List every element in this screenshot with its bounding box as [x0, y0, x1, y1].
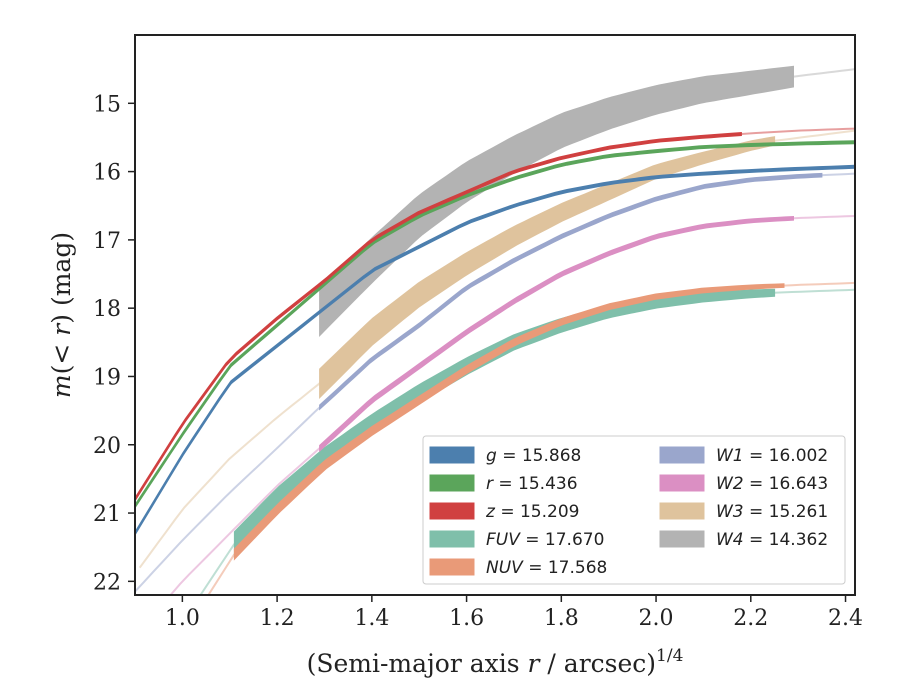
series-w2-band [319, 215, 794, 453]
legend-swatch-z [429, 502, 475, 520]
y-axis-label: m(< r) (mag) [47, 232, 76, 398]
plot-frame [134, 34, 856, 596]
legend-swatch-r [429, 474, 475, 492]
legend-swatch-nuv [429, 558, 475, 576]
x-axis-label: (Semi-major axis r / arcsec)1/4 [307, 646, 684, 678]
legend-swatch-w4 [659, 530, 705, 548]
legend-label-w3: W3 = 15.261 [716, 502, 828, 522]
legend-frame [422, 435, 846, 585]
y-tick-label: 22 [93, 570, 121, 595]
legend-label-r: r = 15.436 [486, 474, 578, 494]
legend-label-nuv: NUV = 17.568 [486, 558, 607, 578]
y-tick-label: 20 [93, 434, 121, 459]
legend-label-w2: W2 = 16.643 [716, 474, 828, 494]
legend-swatch-g [429, 446, 475, 464]
y-tick-label: 21 [93, 502, 121, 527]
legend-label-w1: W1 = 16.002 [716, 446, 828, 466]
y-tick-label: 18 [93, 297, 121, 322]
legend: g = 15.868 r = 15.436 z = 15.209 FUV = 17.6… [422, 435, 846, 585]
series-g-band [135, 164, 855, 537]
y-tick-label: 16 [93, 161, 121, 186]
series-w1-band [319, 172, 823, 411]
legend-swatch-w2 [659, 474, 705, 492]
x-tick-label: 2.2 [733, 606, 768, 631]
x-tick-label: 1.4 [354, 606, 389, 631]
series-w4-band [319, 65, 794, 337]
legend-label-fuv: FUV = 17.670 [486, 530, 604, 550]
series-z-band [135, 132, 742, 502]
series-layer [135, 65, 855, 595]
y-tick-label: 17 [93, 229, 121, 254]
legend-label-w4: W4 = 14.362 [716, 530, 828, 550]
y-tick-label: 19 [93, 365, 121, 390]
legend-swatch-fuv [429, 530, 475, 548]
x-tick-label: 1.2 [260, 606, 295, 631]
y-tick-label: 15 [93, 92, 121, 117]
legend-label-z: z = 15.209 [485, 502, 579, 522]
x-tick-label: 1.0 [165, 606, 200, 631]
x-axis: 1.0 1.2 1.4 1.6 1.8 2.0 2.2 2.4 [165, 595, 863, 631]
x-tick-label: 1.6 [449, 606, 484, 631]
legend-label-g: g = 15.868 [486, 446, 581, 466]
legend-swatch-w3 [659, 502, 705, 520]
series-nuv-band [233, 283, 785, 561]
x-tick-label: 2.4 [828, 606, 863, 631]
legend-swatch-w1 [659, 446, 705, 464]
x-tick-label: 1.8 [544, 606, 579, 631]
x-tick-label: 2.0 [639, 606, 674, 631]
y-axis: 15 16 17 18 19 20 21 22 [93, 92, 135, 595]
